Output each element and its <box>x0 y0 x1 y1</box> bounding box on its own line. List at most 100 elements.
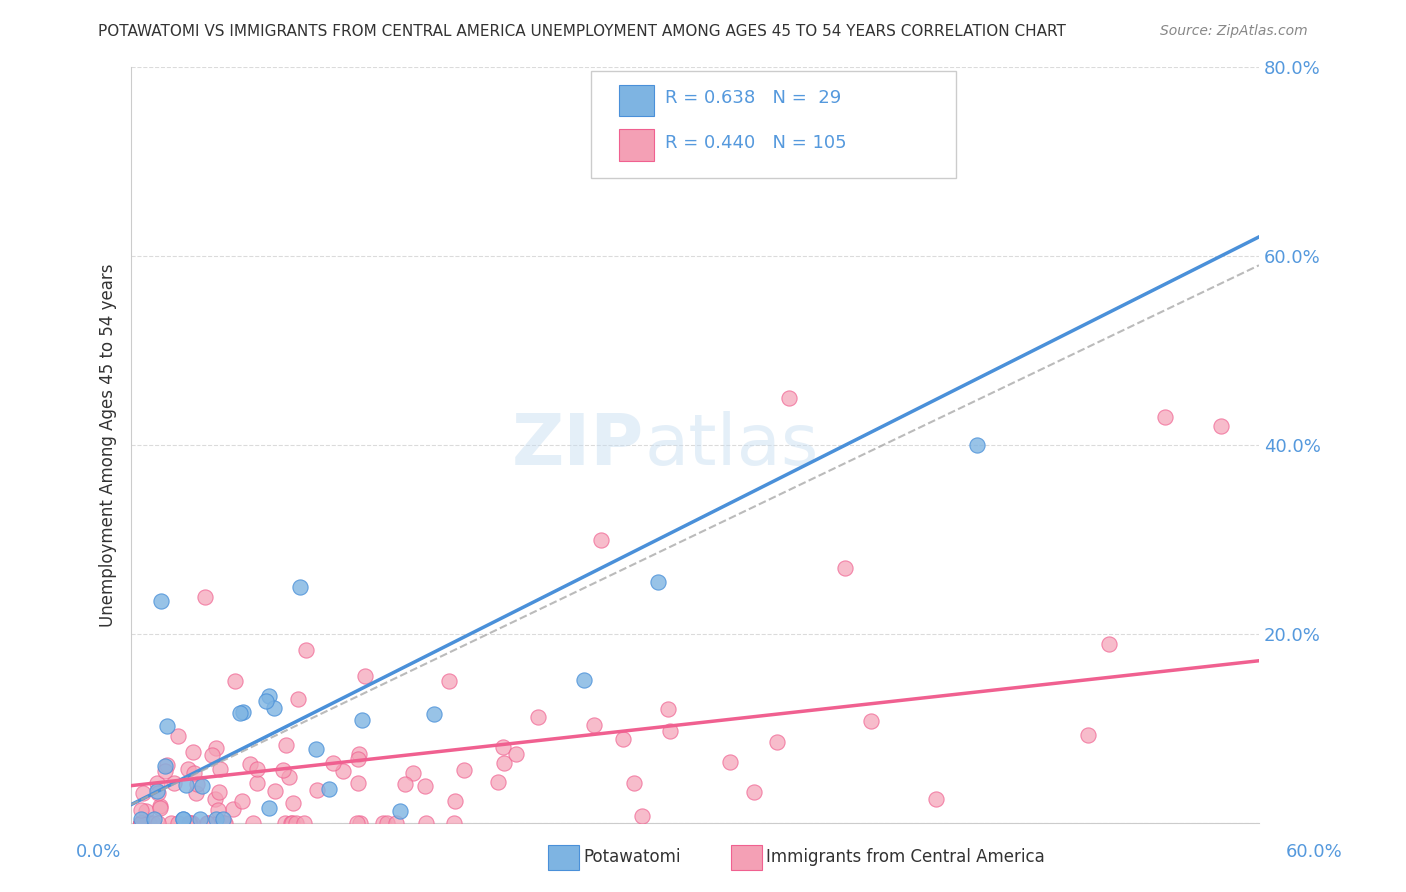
Point <box>179 815 201 830</box>
Point <box>166 729 188 743</box>
Point <box>263 700 285 714</box>
Point <box>1154 409 1177 424</box>
Point <box>207 815 229 830</box>
Point <box>174 778 197 792</box>
Point <box>129 815 152 830</box>
Point <box>156 719 179 733</box>
Point <box>129 812 152 826</box>
Text: Source: ZipAtlas.com: Source: ZipAtlas.com <box>1160 24 1308 38</box>
Point <box>129 815 152 830</box>
Point <box>281 815 304 830</box>
Point <box>486 775 509 789</box>
Point <box>155 758 177 772</box>
Text: ZIP: ZIP <box>512 410 644 480</box>
Point <box>394 777 416 791</box>
Point <box>834 561 856 575</box>
Point <box>257 690 280 704</box>
Point <box>149 801 172 815</box>
Point <box>142 812 165 826</box>
Text: 60.0%: 60.0% <box>1286 843 1343 861</box>
Text: POTAWATOMI VS IMMIGRANTS FROM CENTRAL AMERICA UNEMPLOYMENT AMONG AGES 45 TO 54 Y: POTAWATOMI VS IMMIGRANTS FROM CENTRAL AM… <box>98 24 1066 38</box>
Point <box>718 755 741 769</box>
Point <box>242 815 264 830</box>
Point <box>191 779 214 793</box>
Point <box>172 812 194 826</box>
Point <box>271 763 294 777</box>
Point <box>183 766 205 780</box>
Point <box>295 642 318 657</box>
Text: 0.0%: 0.0% <box>76 843 121 861</box>
Point <box>129 815 152 830</box>
Point <box>186 777 208 791</box>
Point <box>177 762 200 776</box>
Point <box>371 815 394 830</box>
Point <box>254 694 277 708</box>
Point <box>388 804 411 818</box>
Point <box>208 762 231 776</box>
Point <box>582 718 605 732</box>
Point <box>623 776 645 790</box>
Point <box>285 815 308 830</box>
Point <box>150 594 173 608</box>
Point <box>352 713 374 727</box>
Point <box>274 815 297 830</box>
Point <box>492 756 515 770</box>
Point <box>290 580 312 594</box>
Point <box>307 782 329 797</box>
Point <box>181 745 204 759</box>
Text: Immigrants from Central America: Immigrants from Central America <box>766 848 1045 866</box>
Point <box>195 815 218 830</box>
Y-axis label: Unemployment Among Ages 45 to 54 years: Unemployment Among Ages 45 to 54 years <box>100 263 117 627</box>
Point <box>149 799 172 814</box>
Point <box>631 808 654 822</box>
Point <box>145 784 167 798</box>
Point <box>153 759 176 773</box>
Point <box>354 669 377 683</box>
Point <box>222 802 245 816</box>
Point <box>132 786 155 800</box>
Point <box>259 801 281 815</box>
Point <box>415 815 437 830</box>
Point <box>146 776 169 790</box>
Point <box>318 782 340 797</box>
Point <box>322 756 344 770</box>
Point <box>402 765 425 780</box>
Point <box>179 815 201 830</box>
Point <box>1077 728 1099 742</box>
Point <box>135 805 157 819</box>
Point <box>659 724 682 739</box>
Point <box>437 673 460 688</box>
Point <box>246 775 269 789</box>
Point <box>229 706 252 720</box>
Point <box>305 742 328 756</box>
Point <box>166 815 188 830</box>
Point <box>292 815 315 830</box>
Point <box>232 705 254 719</box>
Point <box>231 794 253 808</box>
Point <box>239 756 262 771</box>
Point <box>453 763 475 777</box>
Point <box>212 815 235 830</box>
Point <box>211 815 233 830</box>
Point <box>966 438 988 452</box>
Point <box>194 590 217 604</box>
Text: atlas: atlas <box>644 410 818 480</box>
Point <box>332 764 354 778</box>
Point <box>204 792 226 806</box>
Point <box>211 812 233 826</box>
Point <box>657 702 679 716</box>
Point <box>276 738 298 752</box>
Point <box>527 709 550 723</box>
Point <box>492 739 515 754</box>
Point <box>925 792 948 806</box>
Point <box>181 815 204 830</box>
Point <box>214 815 236 830</box>
Point <box>349 747 371 761</box>
Point <box>129 815 152 830</box>
Point <box>1097 637 1119 651</box>
Point <box>860 714 883 729</box>
Point <box>153 764 176 779</box>
Point <box>201 747 224 762</box>
Point <box>505 747 527 761</box>
Point <box>778 391 800 405</box>
